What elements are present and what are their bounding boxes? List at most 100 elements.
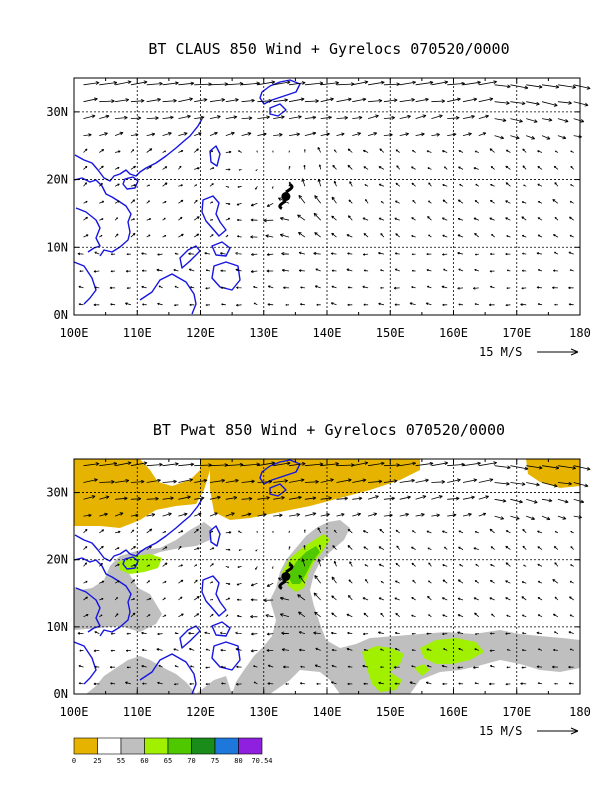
wind-vector bbox=[130, 99, 145, 103]
wind-vector bbox=[157, 681, 163, 685]
wind-vector bbox=[298, 574, 306, 584]
wind-vector bbox=[411, 253, 416, 256]
wind-vector bbox=[411, 182, 416, 187]
wind-vector bbox=[236, 615, 242, 618]
x-tick-label: 100E bbox=[60, 326, 89, 340]
wind-vector bbox=[521, 581, 527, 584]
wind-vector bbox=[297, 214, 306, 221]
wind-vector bbox=[521, 649, 527, 652]
wind-vector bbox=[272, 530, 274, 533]
wind-vector bbox=[526, 465, 543, 470]
wind-vector bbox=[304, 81, 324, 86]
wind-vector bbox=[241, 98, 255, 103]
y-tick-label: 20N bbox=[46, 553, 68, 567]
y-tick-label: 0N bbox=[54, 687, 68, 701]
wind-vector bbox=[273, 513, 283, 518]
wind-vector bbox=[415, 132, 425, 137]
panel-2-map: 100E 110E 120E 130E 140E 150E 160E 170E 180 0N 10N… bbox=[46, 458, 591, 719]
wind-vector bbox=[78, 682, 84, 685]
wind-vector bbox=[220, 269, 226, 273]
wind-vector bbox=[348, 579, 353, 584]
pwat-wet-south-3 bbox=[414, 664, 430, 676]
wind-vector bbox=[93, 270, 100, 273]
wind-vector bbox=[331, 232, 337, 238]
wind-vector bbox=[494, 515, 505, 520]
wind-vector bbox=[568, 631, 574, 634]
wind-vector bbox=[178, 579, 184, 584]
wind-vector bbox=[411, 166, 416, 170]
wind-vector bbox=[178, 81, 195, 86]
wind-vector bbox=[431, 461, 449, 467]
wind-vector bbox=[162, 597, 166, 601]
wind-vector bbox=[266, 253, 274, 256]
wind-vector bbox=[570, 150, 574, 153]
wind-vector bbox=[225, 614, 229, 618]
wind-vector bbox=[363, 612, 369, 618]
wind-vector bbox=[521, 596, 527, 601]
wind-vector bbox=[188, 252, 195, 256]
wind-vector bbox=[457, 579, 464, 584]
wind-vector bbox=[331, 285, 337, 289]
wind-vector bbox=[288, 530, 290, 533]
wind-vector bbox=[332, 164, 337, 170]
wind-vector bbox=[205, 683, 211, 686]
wind-vector bbox=[347, 252, 353, 255]
wind-vector bbox=[569, 269, 574, 272]
panel-2-coastlines bbox=[73, 459, 301, 695]
wind-vector bbox=[426, 632, 432, 635]
wind-vector bbox=[225, 150, 232, 154]
wind-vector bbox=[178, 512, 188, 517]
wind-vector bbox=[520, 682, 527, 686]
wind-vector bbox=[442, 199, 448, 204]
wind-vector bbox=[536, 252, 543, 255]
wind-vector bbox=[368, 461, 385, 467]
wind-vector bbox=[426, 530, 432, 534]
wind-vector bbox=[333, 529, 337, 534]
wind-vector bbox=[250, 252, 258, 256]
wind-vector bbox=[146, 564, 151, 567]
wind-vector bbox=[194, 98, 208, 103]
wind-vector bbox=[141, 269, 147, 272]
wind-vector bbox=[573, 482, 589, 488]
wind-vector bbox=[146, 98, 161, 103]
wind-vector bbox=[190, 286, 195, 289]
wind-vector bbox=[285, 304, 290, 306]
wind-vector bbox=[267, 664, 274, 668]
wind-vector bbox=[79, 270, 84, 273]
wind-vector bbox=[93, 303, 100, 307]
wind-vector bbox=[362, 149, 369, 153]
wind-vector bbox=[141, 252, 147, 255]
wind-vector bbox=[537, 580, 543, 584]
legend-label: 25 bbox=[93, 757, 101, 765]
wind-vector bbox=[494, 135, 505, 140]
wind-vector bbox=[83, 81, 100, 86]
wind-vector bbox=[336, 478, 352, 483]
wind-vector bbox=[363, 546, 369, 550]
wind-vector bbox=[462, 132, 472, 137]
wind-vector bbox=[521, 234, 527, 238]
wind-vector bbox=[331, 215, 337, 221]
wind-vector bbox=[130, 232, 136, 238]
wind-vector bbox=[313, 592, 321, 601]
wind-vector bbox=[257, 461, 276, 467]
wind-vector bbox=[220, 648, 226, 652]
wind-vector bbox=[130, 116, 142, 121]
wind-vector bbox=[347, 215, 353, 221]
wind-vector bbox=[205, 287, 211, 290]
legend-swatch bbox=[238, 737, 263, 755]
wind-vector bbox=[510, 84, 529, 90]
wind-vector bbox=[489, 649, 495, 652]
wind-vector bbox=[347, 303, 353, 307]
wind-vector bbox=[522, 632, 527, 635]
wind-vector bbox=[146, 528, 153, 534]
wind-vector bbox=[427, 595, 432, 601]
wind-vector bbox=[475, 183, 480, 187]
wind-vector bbox=[383, 82, 400, 87]
wind-vector bbox=[146, 81, 163, 86]
legend-label: 65 bbox=[164, 757, 172, 765]
wind-vector bbox=[409, 681, 416, 685]
panel-1-title: BT CLAUS 850 Wind + Gyrelocs 070520/0000 bbox=[148, 40, 509, 58]
wind-vector bbox=[146, 200, 150, 204]
wind-vector bbox=[173, 683, 179, 686]
wind-vector bbox=[255, 169, 258, 172]
